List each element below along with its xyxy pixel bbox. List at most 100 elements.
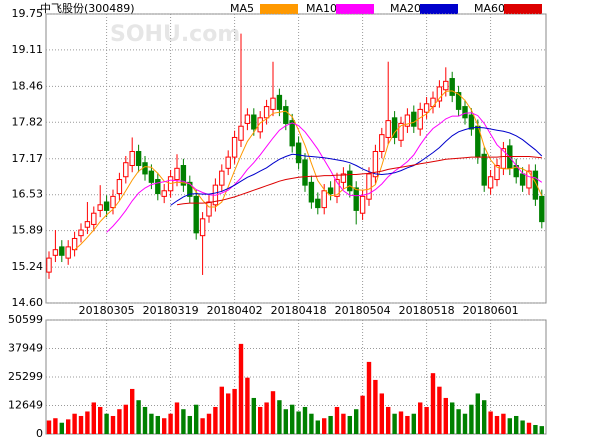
y-tick-label: 15.24 — [12, 260, 44, 273]
legend-swatch — [336, 4, 374, 14]
chart-title: 中飞股份(300489) — [40, 2, 135, 15]
candle-body — [340, 173, 347, 183]
candle-body — [295, 142, 302, 164]
volume-bar — [174, 402, 180, 434]
volume-bar — [72, 413, 77, 434]
volume-bar — [392, 413, 397, 434]
volume-bar — [309, 413, 314, 434]
candle-body — [391, 117, 398, 138]
volume-bar — [98, 406, 103, 434]
y-tick-label: 17.17 — [12, 152, 44, 165]
legend-label: MA5 — [230, 2, 254, 15]
volume-bar — [168, 413, 173, 434]
candle-body — [263, 106, 270, 119]
candle-body — [539, 195, 545, 223]
volume-bar — [334, 406, 340, 434]
volume-bar — [526, 422, 532, 434]
candle-body — [123, 162, 129, 178]
volume-bar — [290, 404, 295, 434]
candle-body — [302, 159, 308, 186]
legend: MA5 MA10 MA20 MA60 — [230, 2, 542, 15]
legend-label: MA10 — [306, 2, 337, 15]
candle-body — [385, 120, 391, 138]
legend-swatch — [260, 4, 298, 14]
candle-body — [225, 156, 231, 169]
candle-body — [46, 257, 52, 273]
candle-body — [372, 150, 379, 178]
volume-bar — [347, 415, 352, 434]
volume-bar — [66, 419, 71, 434]
x-tick-label: 20180402 — [207, 304, 263, 317]
volume-bar — [130, 388, 135, 434]
x-tick-label: 20180418 — [271, 304, 327, 317]
volume-bar — [200, 418, 205, 434]
candle-body — [327, 187, 334, 195]
ma-line — [106, 112, 543, 233]
volume-bar — [277, 400, 282, 434]
volume-tick-label: 12649 — [8, 399, 43, 412]
candle-body — [347, 170, 353, 192]
volume-bar — [46, 420, 52, 434]
volume-bar — [386, 406, 391, 434]
candle-body — [359, 195, 366, 214]
volume-bar — [258, 406, 263, 434]
volume-bar — [520, 420, 525, 434]
volume-bar — [507, 418, 512, 434]
volume-bar — [366, 361, 372, 434]
volume-bar — [475, 393, 480, 434]
candle-body — [443, 80, 449, 91]
volume-bar — [270, 391, 276, 434]
candle-body — [257, 117, 263, 133]
volume-bar — [411, 413, 416, 434]
y-tick-label: 19.11 — [12, 43, 44, 56]
candle-body — [238, 125, 244, 141]
volume-bar — [437, 386, 442, 434]
volume-bar — [514, 415, 519, 434]
volume-bar — [181, 409, 186, 434]
x-tick-label: 20180319 — [143, 304, 199, 317]
volume-bar — [456, 409, 461, 434]
volume-bar — [213, 406, 218, 434]
volume-bar — [162, 418, 167, 434]
volume-bar — [53, 418, 58, 434]
volume-bar — [117, 409, 122, 434]
y-tick-label: 14.60 — [12, 296, 44, 309]
volume-bar — [373, 379, 378, 434]
candle-body — [231, 136, 238, 158]
candle-body — [270, 97, 276, 110]
candle-body — [219, 170, 225, 186]
y-tick-label: 17.82 — [12, 115, 44, 128]
volume-bar — [136, 400, 141, 434]
volume-bar — [360, 395, 365, 434]
y-tick-label: 18.46 — [12, 79, 44, 92]
candle-body — [59, 246, 65, 256]
candle-body — [193, 195, 199, 234]
volume-bar — [354, 409, 359, 434]
candle-body — [244, 114, 251, 124]
candle-body — [103, 201, 110, 211]
candle-body — [91, 212, 97, 225]
volume-bar — [539, 426, 544, 434]
candle-body — [78, 229, 84, 237]
candle-body — [148, 170, 155, 183]
legend-label: MA60 — [474, 2, 505, 15]
x-tick-label: 20180601 — [463, 304, 519, 317]
volume-bar — [315, 420, 320, 434]
ma-line — [74, 90, 543, 251]
y-tick-label: 16.53 — [12, 188, 44, 201]
volume-bar — [322, 418, 327, 434]
volume-bar — [251, 397, 256, 434]
volume-bar — [187, 415, 192, 434]
volume-bar — [245, 377, 250, 434]
volume-bar — [302, 406, 308, 434]
candle-body — [481, 153, 487, 186]
candle-body — [65, 246, 71, 259]
candle-body — [423, 103, 430, 113]
volume-bar — [462, 413, 468, 434]
candle-body — [519, 173, 526, 186]
candle-body — [142, 162, 148, 175]
volume-bar — [206, 413, 212, 434]
volume-bar — [283, 409, 288, 434]
volume-bar — [398, 411, 404, 434]
